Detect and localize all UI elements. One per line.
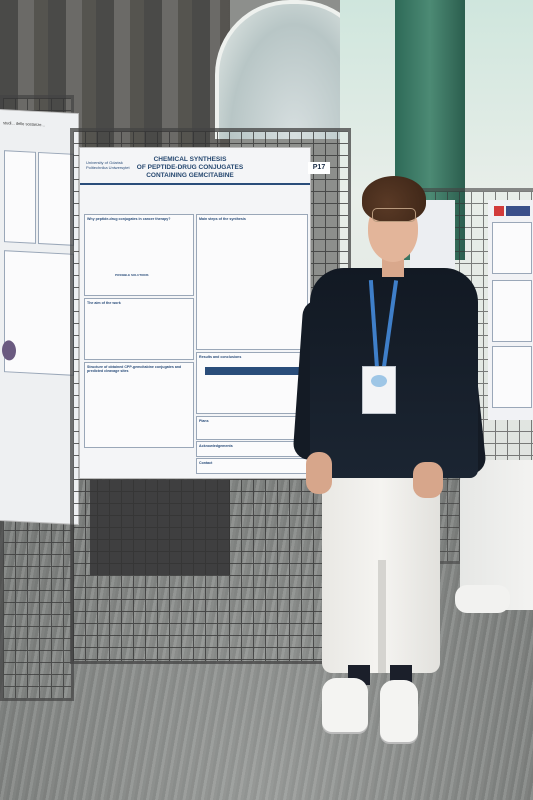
- glasses-icon: [372, 208, 416, 222]
- section-title-plans: Plans: [199, 419, 209, 423]
- person-right-hand: [413, 462, 443, 498]
- section-title-why: Why peptide-drug conjugates in cancer th…: [87, 217, 171, 221]
- poster-title: CHEMICAL SYNTHESIS OF PEPTIDE-DRUG CONJU…: [110, 156, 270, 180]
- poster-panel-synthesis: Main steps of the synthesis: [196, 214, 308, 350]
- poster-panel-structure: Structure of obtained CPP-gemcitabine co…: [84, 362, 194, 448]
- person-left-hand: [306, 452, 332, 494]
- poster-panel-aim: The aim of the work: [84, 298, 194, 360]
- section-title-ack: Acknowledgements: [199, 444, 233, 448]
- right-poster: [488, 200, 533, 420]
- left-poster: studi... delle sostanze...: [0, 109, 78, 525]
- section-title-synthesis: Main steps of the synthesis: [199, 217, 246, 221]
- poster-panel-plans: Plans: [196, 416, 308, 440]
- pants-leg-gap: [378, 560, 386, 673]
- poster-panel-results: Results and conclusions: [196, 352, 308, 414]
- poster-title-line1: CHEMICAL SYNTHESIS: [153, 156, 227, 163]
- section-title-structure: Structure of obtained CPP-gemcitabine co…: [87, 365, 182, 373]
- section-title-contact: Contact: [199, 461, 213, 465]
- poster-panel-contact: Contact: [196, 458, 308, 474]
- poster-title-line3: CONTAINING GEMCITABINE: [146, 172, 234, 179]
- person-left-sneaker: [322, 678, 368, 732]
- main-poster: Why peptide-drug conjugates in cancer th…: [80, 148, 310, 478]
- university-logos: University of Gdańsk Politechnika Uniwer…: [86, 160, 146, 174]
- section-title-aim: The aim of the work: [87, 301, 121, 305]
- section-title-results: Results and conclusions: [199, 355, 242, 359]
- logo-left-text: University of Gdańsk: [86, 160, 123, 165]
- background-person-shoe: [455, 585, 510, 613]
- person-right-sneaker: [380, 680, 418, 742]
- possible-solutions-label: POSSIBLE SOLUTIONS: [115, 273, 149, 277]
- left-poster-title: studi... delle sostanze...: [3, 120, 45, 128]
- poster-panel-why: Why peptide-drug conjugates in cancer th…: [84, 214, 194, 296]
- poster-title-line2: OF PEPTIDE-DRUG CONJUGATES: [136, 164, 244, 171]
- logo-right-text: Politechnika Uniwersytet: [86, 165, 130, 170]
- poster-panel-ack: Acknowledgements: [196, 441, 308, 457]
- name-badge: [362, 366, 396, 414]
- board-number-badge: P17: [308, 162, 330, 174]
